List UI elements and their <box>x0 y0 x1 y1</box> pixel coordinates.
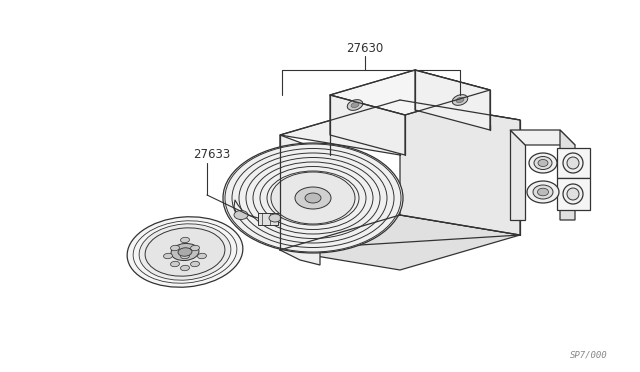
Ellipse shape <box>171 243 199 260</box>
Ellipse shape <box>170 245 179 251</box>
Ellipse shape <box>305 193 321 203</box>
Ellipse shape <box>351 102 359 108</box>
Polygon shape <box>280 100 520 155</box>
Polygon shape <box>400 100 520 235</box>
Ellipse shape <box>139 224 231 280</box>
Ellipse shape <box>567 157 579 169</box>
Ellipse shape <box>563 153 583 173</box>
Polygon shape <box>258 213 278 225</box>
Ellipse shape <box>234 211 248 219</box>
Ellipse shape <box>527 181 559 203</box>
Polygon shape <box>557 178 590 210</box>
Ellipse shape <box>191 245 200 251</box>
Ellipse shape <box>163 253 173 259</box>
Ellipse shape <box>180 253 189 259</box>
Polygon shape <box>560 130 575 220</box>
Ellipse shape <box>180 265 189 271</box>
Ellipse shape <box>567 188 579 200</box>
Polygon shape <box>510 130 525 220</box>
Ellipse shape <box>145 228 225 276</box>
Ellipse shape <box>452 94 468 105</box>
Ellipse shape <box>348 100 363 110</box>
Text: 27633: 27633 <box>193 148 230 161</box>
Ellipse shape <box>127 217 243 287</box>
Polygon shape <box>280 135 320 265</box>
Ellipse shape <box>269 214 281 222</box>
Ellipse shape <box>198 253 207 259</box>
Ellipse shape <box>295 187 331 209</box>
Ellipse shape <box>538 160 548 167</box>
Ellipse shape <box>534 157 552 170</box>
Polygon shape <box>280 215 520 270</box>
Ellipse shape <box>178 248 192 256</box>
Text: 27630: 27630 <box>346 42 383 55</box>
Ellipse shape <box>271 172 355 224</box>
Ellipse shape <box>538 188 548 196</box>
Ellipse shape <box>533 185 553 199</box>
Polygon shape <box>330 70 490 115</box>
Polygon shape <box>557 148 590 178</box>
Ellipse shape <box>456 97 464 103</box>
Ellipse shape <box>223 143 403 253</box>
Ellipse shape <box>170 261 179 267</box>
Ellipse shape <box>563 184 583 204</box>
Ellipse shape <box>180 237 189 243</box>
Polygon shape <box>415 70 490 130</box>
Polygon shape <box>330 95 405 155</box>
Polygon shape <box>510 130 575 145</box>
Ellipse shape <box>529 153 557 173</box>
Text: SP7/000: SP7/000 <box>570 350 608 359</box>
Ellipse shape <box>191 261 200 267</box>
